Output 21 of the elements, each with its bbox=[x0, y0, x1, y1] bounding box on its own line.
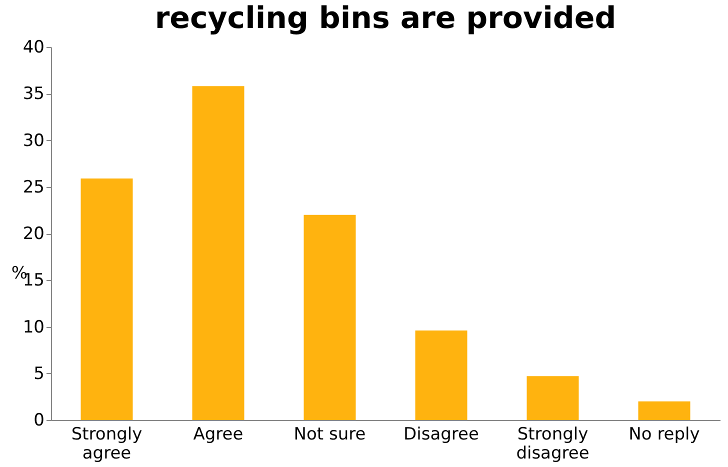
bar bbox=[638, 401, 690, 420]
y-tick-label: 40 bbox=[22, 38, 44, 58]
x-tick-label: Not sure bbox=[294, 424, 366, 444]
y-tick-label: 0 bbox=[34, 410, 44, 430]
bar bbox=[192, 86, 244, 420]
bar bbox=[304, 214, 356, 420]
y-tick-label: 35 bbox=[22, 84, 44, 104]
x-tick-label: Agree bbox=[193, 424, 244, 444]
chart-title: recycling bins are provided bbox=[154, 1, 616, 36]
bar bbox=[80, 178, 133, 420]
x-tick-label: Strongly agree bbox=[71, 424, 142, 464]
y-tick-label: 10 bbox=[22, 317, 44, 338]
x-tick-label: Strongly disagree bbox=[516, 424, 590, 464]
y-tick-label: 30 bbox=[22, 130, 44, 151]
y-tick-label: 5 bbox=[34, 364, 44, 384]
bar bbox=[526, 376, 579, 420]
bar bbox=[415, 330, 468, 420]
y-tick-label: 20 bbox=[22, 224, 44, 244]
x-tick-label: Disagree bbox=[404, 424, 479, 444]
y-tick-label: 25 bbox=[22, 177, 44, 198]
x-tick-label: No reply bbox=[628, 424, 700, 444]
